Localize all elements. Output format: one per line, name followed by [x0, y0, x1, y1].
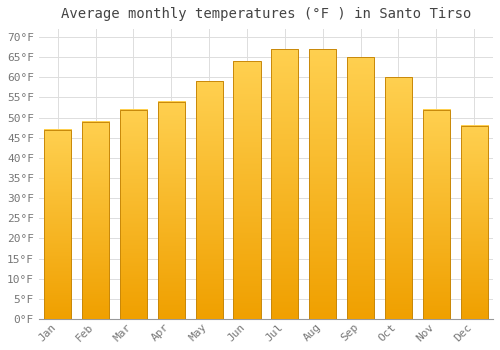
Bar [158, 102, 185, 319]
Bar [309, 49, 336, 319]
Bar [120, 110, 147, 319]
Bar [385, 77, 412, 319]
Bar [422, 110, 450, 319]
Bar [460, 126, 488, 319]
Bar [234, 61, 260, 319]
Bar [82, 122, 109, 319]
Bar [196, 82, 223, 319]
Bar [271, 49, 298, 319]
Bar [44, 130, 72, 319]
Bar [347, 57, 374, 319]
Title: Average monthly temperatures (°F ) in Santo Tirso: Average monthly temperatures (°F ) in Sa… [60, 7, 471, 21]
